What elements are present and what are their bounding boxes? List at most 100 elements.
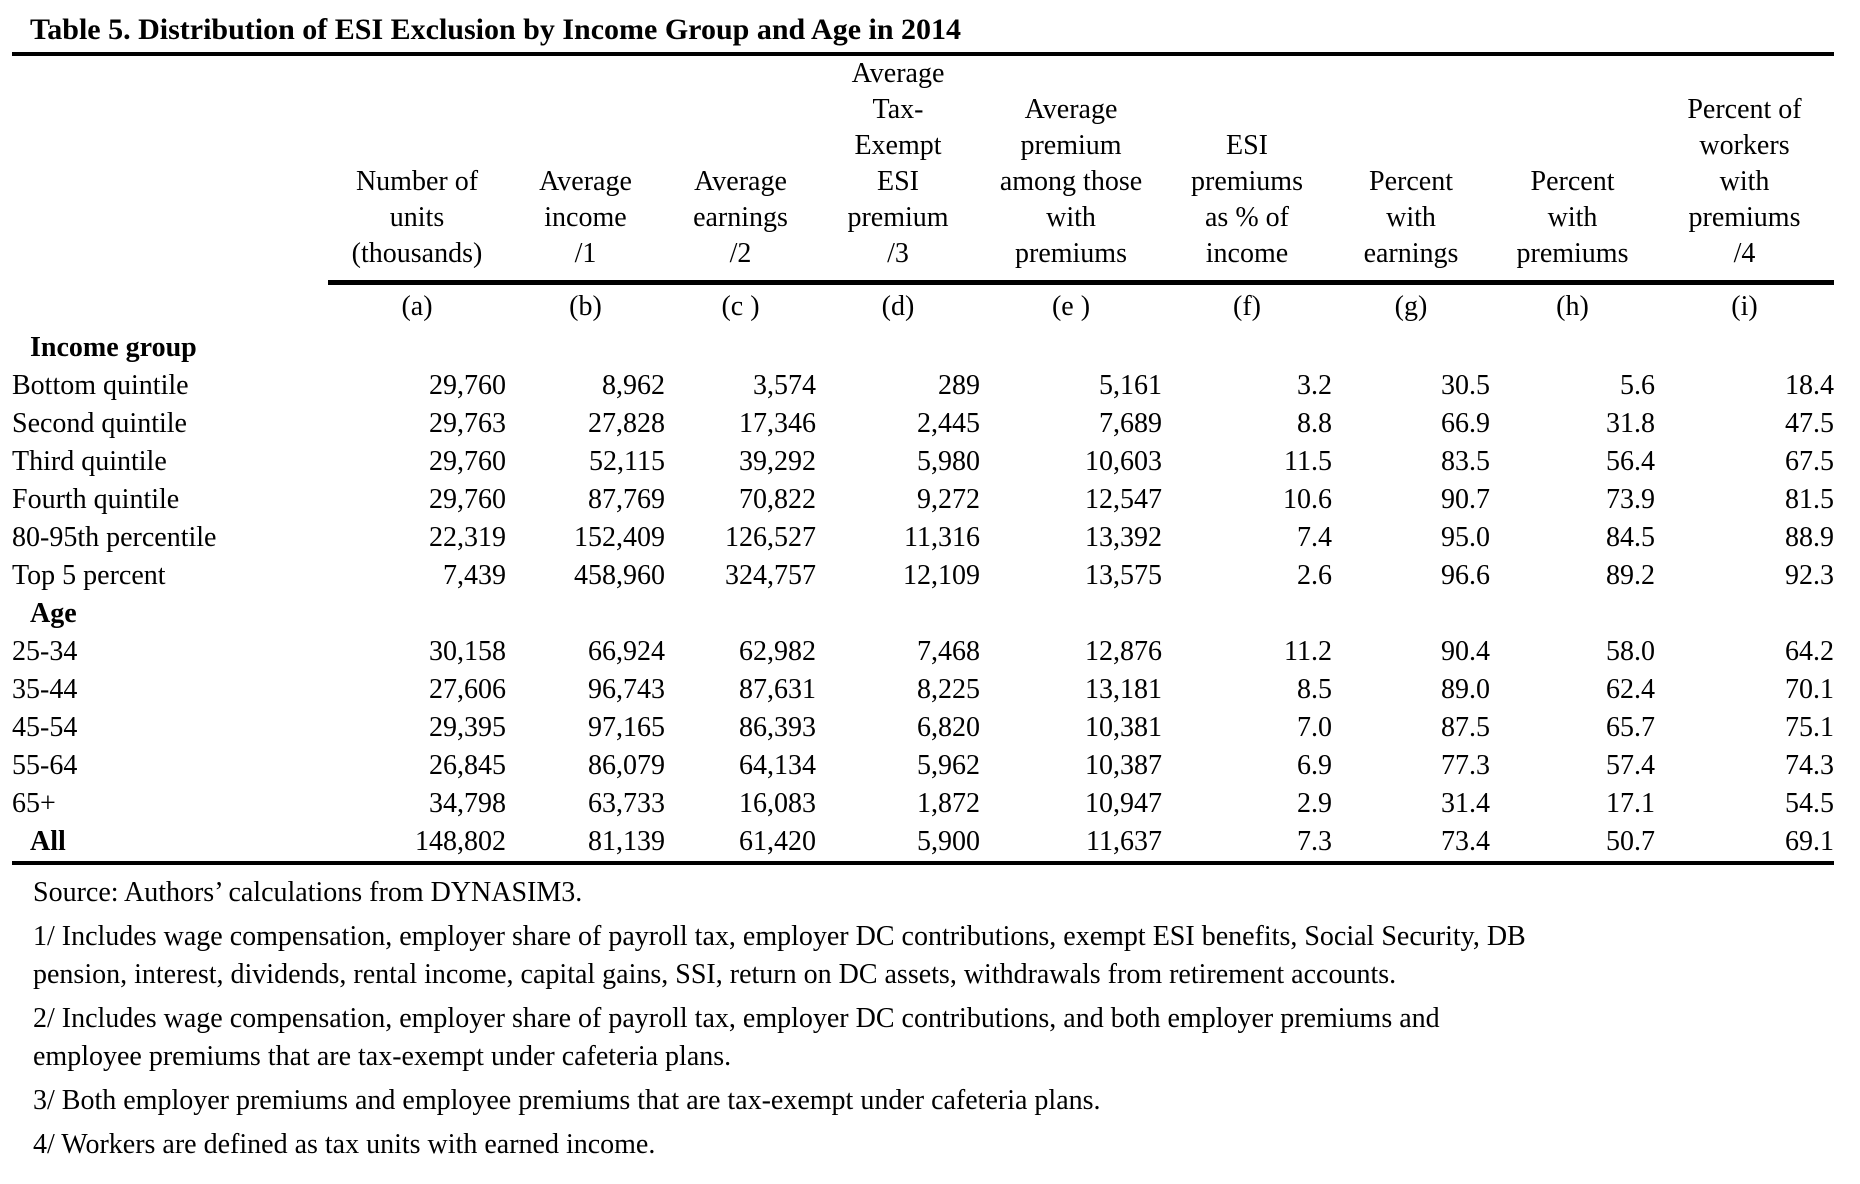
value-cell: 66.9 bbox=[1441, 408, 1490, 439]
value-cell bbox=[1655, 595, 1834, 633]
value-cell: 30.5 bbox=[1441, 370, 1490, 401]
column-header: ESI premiums as % of income bbox=[1162, 56, 1332, 285]
value-cell bbox=[1490, 595, 1655, 633]
value-cell: 7,439 bbox=[443, 560, 506, 591]
value-cell: 17,346 bbox=[739, 408, 816, 439]
column-letter: (e ) bbox=[1051, 291, 1091, 322]
value-cell: 89.0 bbox=[1441, 674, 1490, 705]
value-cell: 6,820 bbox=[917, 712, 980, 743]
column-header: Average earnings /2 bbox=[665, 56, 816, 285]
value-cell: 63,733 bbox=[588, 788, 665, 819]
value-cell bbox=[1655, 329, 1834, 367]
value-cell bbox=[665, 329, 816, 367]
value-cell bbox=[328, 329, 506, 367]
value-cell: 12,109 bbox=[903, 560, 980, 591]
value-cell: 64,134 bbox=[739, 750, 816, 781]
value-cell: 324,757 bbox=[725, 560, 816, 591]
value-cell: 3.2 bbox=[1297, 370, 1332, 401]
column-letter: (b) bbox=[569, 291, 602, 322]
source-note: Source: Authors’ calculations from DYNAS… bbox=[33, 877, 583, 908]
column-letter: (i) bbox=[1731, 291, 1758, 322]
value-cell: 7.4 bbox=[1297, 522, 1332, 553]
value-cell: 86,079 bbox=[588, 750, 665, 781]
value-cell: 152,409 bbox=[574, 522, 665, 553]
value-cell: 13,181 bbox=[1085, 674, 1162, 705]
value-cell: 8,225 bbox=[917, 674, 980, 705]
value-cell bbox=[506, 329, 665, 367]
value-cell: 62.4 bbox=[1606, 674, 1655, 705]
value-cell: 12,876 bbox=[1085, 636, 1162, 667]
row-label: Top 5 percent bbox=[12, 560, 166, 591]
value-cell: 62,982 bbox=[739, 636, 816, 667]
value-cell: 10,947 bbox=[1085, 788, 1162, 819]
column-letter: (f) bbox=[1233, 291, 1261, 322]
value-cell: 9,272 bbox=[917, 484, 980, 515]
value-cell: 2.6 bbox=[1297, 560, 1332, 591]
value-cell: 10,387 bbox=[1085, 750, 1162, 781]
value-cell: 5,900 bbox=[816, 823, 980, 865]
value-cell: 87,769 bbox=[588, 484, 665, 515]
esi-distribution-table: Number of units (thousands) Average inco… bbox=[12, 56, 1834, 865]
value-cell: 8,962 bbox=[602, 370, 665, 401]
value-cell bbox=[980, 329, 1162, 367]
value-cell: 16,083 bbox=[739, 788, 816, 819]
row-label: Second quintile bbox=[12, 408, 187, 439]
value-cell: 87.5 bbox=[1441, 712, 1490, 743]
value-cell: 86,393 bbox=[739, 712, 816, 743]
value-cell: 26,845 bbox=[429, 750, 506, 781]
value-cell: 54.5 bbox=[1785, 788, 1834, 819]
row-label: 25-34 bbox=[12, 636, 78, 667]
value-cell: 65.7 bbox=[1606, 712, 1655, 743]
value-cell: 34,798 bbox=[429, 788, 506, 819]
column-header: Average income /1 bbox=[506, 56, 665, 285]
row-label: 55-64 bbox=[12, 750, 78, 781]
column-letter: (a) bbox=[401, 291, 433, 322]
value-cell: 3,574 bbox=[753, 370, 816, 401]
value-cell: 11,316 bbox=[904, 522, 980, 553]
value-cell: 77.3 bbox=[1441, 750, 1490, 781]
value-cell: 56.4 bbox=[1606, 446, 1655, 477]
data-row: 65+ 34,798 63,733 16,083 1,872 10,947 2.… bbox=[12, 785, 1834, 823]
value-cell: 8.5 bbox=[1297, 674, 1332, 705]
value-cell: 92.3 bbox=[1785, 560, 1834, 591]
column-header: Percent with premiums bbox=[1490, 56, 1655, 285]
value-cell: 29,395 bbox=[429, 712, 506, 743]
value-cell: 96.6 bbox=[1441, 560, 1490, 591]
value-cell: 29,760 bbox=[429, 446, 506, 477]
value-cell bbox=[1162, 595, 1332, 633]
value-cell: 74.3 bbox=[1785, 750, 1834, 781]
value-cell: 39,292 bbox=[739, 446, 816, 477]
value-cell: 10.6 bbox=[1283, 484, 1332, 515]
value-cell: 29,760 bbox=[429, 370, 506, 401]
data-row: Third quintile 29,760 52,115 39,292 5,98… bbox=[12, 443, 1834, 481]
row-label: 45-54 bbox=[12, 712, 78, 743]
value-cell bbox=[665, 595, 816, 633]
column-letter: (c ) bbox=[721, 291, 760, 322]
value-cell: 95.0 bbox=[1441, 522, 1490, 553]
value-cell: 11,637 bbox=[980, 823, 1162, 865]
data-row: 45-54 29,395 97,165 86,393 6,820 10,381 … bbox=[12, 709, 1834, 747]
letter-corner-cell bbox=[12, 283, 328, 330]
value-cell: 70.1 bbox=[1785, 674, 1834, 705]
value-cell: 30,158 bbox=[429, 636, 506, 667]
value-cell: 2,445 bbox=[917, 408, 980, 439]
footnote-4: 4/ Workers are defined as tax units with… bbox=[33, 1129, 656, 1160]
value-cell: 7.3 bbox=[1162, 823, 1332, 865]
value-cell: 27,828 bbox=[588, 408, 665, 439]
value-cell: 5,962 bbox=[917, 750, 980, 781]
value-cell: 13,392 bbox=[1085, 522, 1162, 553]
value-cell: 31.4 bbox=[1441, 788, 1490, 819]
value-cell bbox=[1162, 329, 1332, 367]
row-label: Third quintile bbox=[12, 446, 167, 477]
value-cell: 61,420 bbox=[665, 823, 816, 865]
value-cell: 64.2 bbox=[1785, 636, 1834, 667]
section-label: Age bbox=[30, 598, 77, 629]
value-cell: 289 bbox=[938, 370, 980, 401]
value-cell: 11.2 bbox=[1284, 636, 1332, 667]
value-cell: 89.2 bbox=[1606, 560, 1655, 591]
column-header-row: Number of units (thousands) Average inco… bbox=[12, 56, 1834, 285]
footnotes: Source: Authors’ calculations from DYNAS… bbox=[12, 865, 1834, 1164]
value-cell: 11.5 bbox=[1284, 446, 1332, 477]
data-row: Top 5 percent 7,439 458,960 324,757 12,1… bbox=[12, 557, 1834, 595]
value-cell bbox=[816, 595, 980, 633]
